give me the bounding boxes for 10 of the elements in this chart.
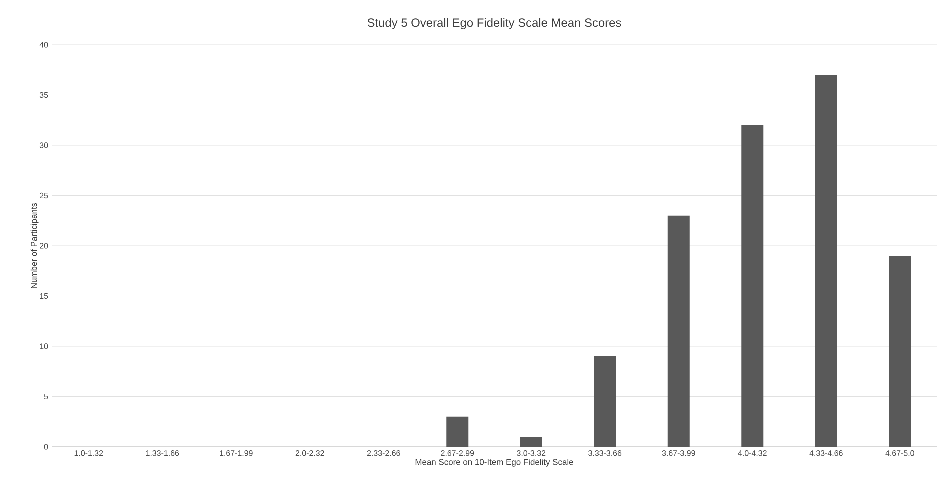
bar xyxy=(742,125,764,447)
bar xyxy=(446,416,469,447)
bar xyxy=(594,356,616,447)
bar xyxy=(889,256,912,447)
bar xyxy=(668,216,690,447)
chart-title: Study 5 Overall Ego Fidelity Scale Mean Scores xyxy=(368,18,622,30)
bar xyxy=(520,436,542,447)
x-axis-title: Mean Score on 10-Item Ego Fidelity Scale xyxy=(416,459,574,467)
bar xyxy=(815,75,838,447)
y-axis-title: Number of Participants xyxy=(30,203,39,288)
